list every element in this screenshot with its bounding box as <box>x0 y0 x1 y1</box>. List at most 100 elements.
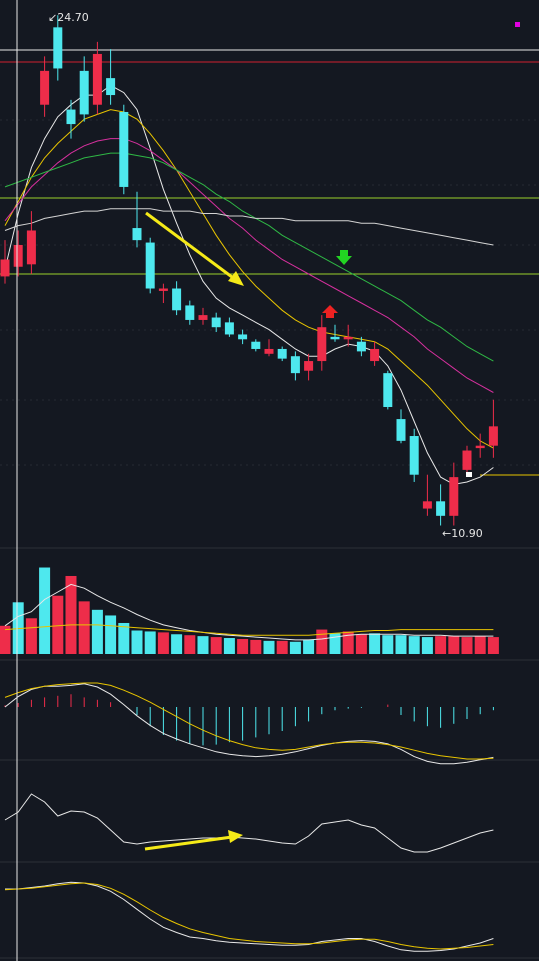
candle-body <box>40 70 50 105</box>
candle-body <box>119 111 129 187</box>
volume-bar <box>329 633 341 654</box>
candle-body <box>13 244 23 267</box>
candle-body <box>436 501 446 516</box>
oscillator-panel <box>4 793 494 853</box>
volume-bar <box>435 636 447 654</box>
volume-bar <box>448 636 460 654</box>
volume-bar <box>197 636 209 654</box>
candle-body <box>475 445 485 449</box>
corner-marker <box>515 22 520 27</box>
volume-bar <box>105 615 117 654</box>
volume-bar <box>421 637 433 654</box>
candle-body <box>343 336 353 340</box>
volume-bar <box>408 636 420 654</box>
buy-signal-icon <box>322 305 338 318</box>
volume-bar <box>91 609 103 654</box>
reference-lines <box>0 49 539 476</box>
candle-body <box>409 436 419 475</box>
volume-bar <box>144 631 156 654</box>
price-panel <box>0 15 498 526</box>
min-price-arrow: ← <box>442 527 452 540</box>
candle-body <box>26 230 36 265</box>
trend-arrow-head-icon <box>228 271 244 286</box>
candle-body <box>277 348 287 359</box>
moving-average-line <box>4 208 494 246</box>
volume-bar <box>0 625 11 654</box>
volume-bar <box>474 636 486 654</box>
candle-body <box>422 501 432 509</box>
moving-average-line <box>4 152 494 362</box>
kdj-panel <box>4 881 494 952</box>
volume-bar <box>316 629 328 654</box>
candle-body <box>251 341 261 349</box>
volume-bar <box>382 635 394 654</box>
volume-bar <box>157 632 169 654</box>
candle-body <box>79 70 89 115</box>
kdj-line <box>4 882 494 950</box>
trend-arrow-head-icon <box>228 830 243 843</box>
candle-body <box>185 305 195 320</box>
max-price-label: ↙24.70 <box>48 11 89 24</box>
candle-body <box>198 315 208 320</box>
candle-body <box>211 317 221 328</box>
candle-body <box>449 477 459 516</box>
candle-body <box>224 322 234 335</box>
macd-panel <box>4 682 494 765</box>
trend-arrow-line <box>144 835 233 851</box>
volume-bar <box>131 630 143 654</box>
trend-arrows <box>144 211 244 851</box>
candle-body <box>92 53 102 105</box>
moving-average-line <box>4 109 494 449</box>
volume-average-line <box>4 624 494 636</box>
candle-body <box>304 361 314 371</box>
min-price-value: 10.90 <box>451 527 483 540</box>
candle-body <box>132 228 142 241</box>
candle-body <box>238 334 248 340</box>
min-price-label: ←10.90 <box>442 527 483 540</box>
volume-bar <box>78 601 90 654</box>
oscillator-line <box>4 793 494 853</box>
volume-bar <box>52 595 64 654</box>
volume-bar <box>210 637 222 654</box>
max-price-value: 24.70 <box>57 11 89 24</box>
candle-body <box>106 78 116 96</box>
candle-body <box>264 348 274 354</box>
volume-bar <box>289 641 301 654</box>
volume-panel <box>0 567 499 654</box>
volume-bar <box>369 633 381 654</box>
candle-body <box>145 242 155 289</box>
volume-bar <box>250 639 262 654</box>
candle-body <box>317 327 327 362</box>
candle-body <box>462 450 472 470</box>
volume-bar <box>171 634 183 654</box>
volume-bar <box>355 634 367 654</box>
candle-body <box>356 341 366 352</box>
volume-bar <box>25 618 37 654</box>
volume-average-line <box>4 583 494 641</box>
volume-bar <box>461 637 473 654</box>
candle-body <box>370 348 380 362</box>
sell-signal-icon <box>336 250 352 265</box>
candle-body <box>0 259 10 277</box>
volume-bar <box>342 631 354 654</box>
moving-average-line <box>4 84 494 485</box>
volume-bar <box>184 635 196 654</box>
candle-body <box>158 288 168 291</box>
max-price-arrow: ↙ <box>48 11 58 24</box>
volume-bar <box>39 567 51 654</box>
trend-arrow-line <box>145 211 237 282</box>
candle-body <box>330 336 340 340</box>
candle-body <box>172 288 182 311</box>
grid-lines <box>0 119 539 959</box>
candle-body <box>290 356 300 374</box>
volume-bar <box>118 622 130 654</box>
volume-bar <box>303 639 315 654</box>
macd-line <box>4 683 494 765</box>
volume-bar <box>223 638 235 654</box>
volume-bar <box>65 575 77 654</box>
moving-average-line <box>4 138 494 393</box>
volume-bar <box>487 637 499 654</box>
candle-body <box>383 373 393 407</box>
current-price-marker <box>466 472 472 477</box>
